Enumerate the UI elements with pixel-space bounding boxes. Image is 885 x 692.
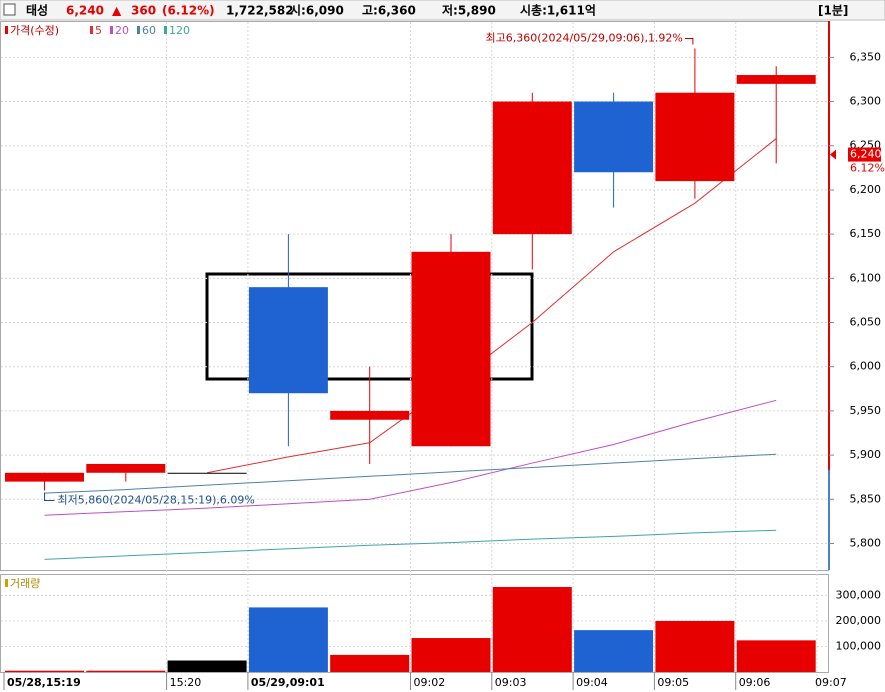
max-arrow	[684, 38, 694, 45]
x-tick-label: 09:05	[657, 676, 689, 689]
volume-tick-label: 100,000	[836, 639, 882, 652]
ma-line	[44, 529, 777, 560]
y-tick-label: 6,300	[850, 95, 882, 108]
candle-body	[655, 92, 735, 182]
candle-body	[330, 410, 410, 420]
y-tick-label: 5,950	[850, 404, 882, 417]
candle-body	[86, 463, 166, 473]
candle-body	[574, 101, 654, 173]
min-annotation: 최저5,860(2024/05/28,15:19),6.09%	[58, 493, 255, 506]
candle-body	[5, 472, 84, 482]
x-tick-label: 05/29,09:01	[251, 676, 325, 689]
change: 360	[131, 4, 156, 18]
stock-name: 태성	[26, 3, 48, 18]
arrow: ▲	[112, 4, 122, 18]
volume-bar	[330, 654, 410, 672]
min-arrow	[44, 492, 55, 501]
legend-swatch	[164, 26, 167, 34]
volume-panel	[0, 574, 829, 673]
volume-bar	[411, 638, 491, 672]
legend-swatch	[5, 26, 8, 34]
volume-bar	[167, 660, 247, 672]
volume-bar	[655, 620, 735, 672]
candle-body	[248, 287, 328, 394]
x-tick-label: 09:06	[739, 676, 771, 689]
volume: 1,722,582	[226, 4, 294, 18]
candle-body	[167, 472, 247, 474]
current-box	[848, 147, 881, 162]
y-tick-label: 6,000	[850, 360, 882, 373]
candle-body	[411, 251, 491, 447]
candle-body	[736, 75, 816, 84]
ma-line	[207, 138, 777, 474]
change-pct: (6.12%)	[162, 4, 215, 18]
volume-tick-label: 200,000	[836, 614, 882, 627]
legend-label: 60	[142, 24, 156, 37]
high: 고:6,360	[362, 4, 416, 18]
volume-bar	[736, 640, 816, 672]
candle-body	[492, 101, 572, 235]
current-label: 6,240	[850, 148, 882, 161]
legend-label: 120	[169, 24, 190, 37]
y-tick-label: 6,050	[850, 316, 882, 329]
low: 저:5,890	[442, 3, 496, 18]
x-tick-label: 09:04	[576, 676, 608, 689]
volume-bar	[86, 670, 166, 672]
x-tick-label: 15:20	[170, 676, 202, 689]
volume-tick-label: 300,000	[836, 588, 882, 601]
y-tick-label: 6,200	[850, 183, 882, 196]
y-tick-label: 5,900	[850, 448, 882, 461]
price: 6,240	[66, 4, 104, 18]
legend-label: 20	[115, 24, 129, 37]
max-annotation: 최고6,360(2024/05/29,09:06),1.92%	[486, 32, 683, 45]
y-tick-label: 6,150	[850, 227, 882, 240]
x-tick-label: 09:03	[495, 676, 527, 689]
legend-label: 5	[95, 24, 102, 37]
volume-bar	[248, 607, 328, 672]
x-tick-label: 09:02	[414, 676, 446, 689]
volume-bar	[574, 630, 654, 672]
volume-bar	[492, 586, 572, 672]
legend-swatch	[90, 26, 93, 34]
legend-swatch	[5, 579, 8, 587]
checkbox[interactable]	[3, 3, 16, 16]
market-cap: 시총:1,611억	[520, 3, 596, 18]
legend-label: 가격(수정)	[10, 24, 59, 37]
volume-title: 거래량	[10, 577, 40, 590]
interval[interactable]: [1분]	[818, 4, 848, 18]
header-bar	[0, 0, 885, 21]
open: 시:6,090	[290, 4, 344, 18]
volume-bar	[5, 670, 84, 672]
current-pct: 6.12%	[850, 162, 885, 175]
y-tick-label: 5,800	[850, 536, 882, 549]
current-marker	[830, 149, 836, 160]
x-tick-label: 05/28,15:19	[7, 676, 81, 689]
legend-swatch	[137, 26, 140, 34]
y-tick-label: 6,100	[850, 271, 882, 284]
y-tick-label: 6,350	[850, 50, 882, 63]
ma-line	[44, 399, 777, 516]
y-tick-label: 5,850	[850, 492, 882, 505]
x-tick-label: 09:07	[815, 676, 847, 689]
legend-swatch	[110, 26, 113, 34]
ma-line	[44, 453, 777, 494]
